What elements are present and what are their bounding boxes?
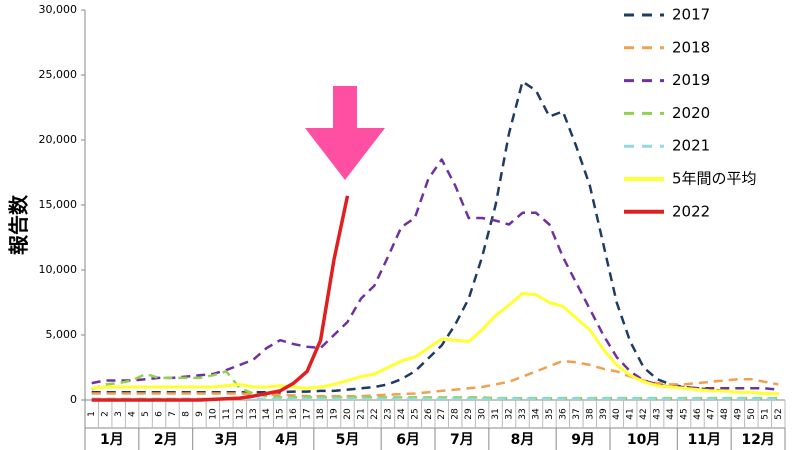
y-tick-label: 15,000 — [39, 198, 78, 211]
month-label: 12月 — [741, 432, 774, 448]
x-tick-label: 5 — [141, 411, 151, 417]
x-tick-label: 44 — [666, 408, 676, 420]
legend-label: 2018 — [672, 38, 710, 56]
legend-bg — [612, 2, 772, 228]
x-tick-label: 21 — [356, 408, 366, 419]
x-tick-label: 45 — [680, 408, 690, 419]
x-tick-label: 12 — [235, 408, 245, 419]
y-tick-label: 25,000 — [39, 68, 78, 81]
x-tick-label: 40 — [612, 408, 622, 420]
x-tick-label: 35 — [545, 408, 555, 419]
x-tick-label: 25 — [410, 408, 420, 419]
y-tick-label: 30,000 — [39, 3, 78, 16]
x-tick-label: 18 — [316, 408, 326, 420]
legend: 2017 2018 2019 2020 2021 5年間の平均 2022 — [612, 2, 772, 228]
x-tick-label: 3 — [114, 411, 124, 417]
month-label: 1月 — [100, 432, 124, 448]
x-tick-label: 6 — [155, 411, 165, 417]
x-tick-label: 43 — [653, 408, 663, 419]
x-tick-label: 9 — [195, 411, 205, 417]
month-label: 10月 — [627, 432, 660, 448]
arrow — [305, 86, 385, 180]
legend-label: 2019 — [672, 71, 710, 89]
y-axis-label: 報告数 — [7, 194, 31, 255]
x-tick-label: 50 — [747, 408, 757, 420]
x-tick-label: 8 — [181, 411, 191, 417]
month-label: 5月 — [336, 432, 360, 448]
x-tick-label: 15 — [276, 408, 286, 419]
month-label: 2月 — [154, 432, 178, 448]
x-tick-label: 19 — [330, 408, 340, 420]
legend-label: 5年間の平均 — [672, 170, 757, 188]
x-tick-label: 16 — [289, 408, 299, 420]
month-label: 7月 — [450, 432, 474, 448]
x-tick-label: 32 — [505, 408, 515, 419]
x-tick-label: 17 — [303, 408, 313, 419]
x-tick-label: 38 — [585, 408, 595, 420]
x-tick-label: 13 — [249, 408, 259, 419]
month-label: 3月 — [214, 432, 238, 448]
x-tick-label: 48 — [720, 408, 730, 420]
y-tick-label: 0 — [70, 393, 77, 406]
x-tick-label: 14 — [262, 408, 272, 420]
x-tick-label: 23 — [383, 408, 393, 419]
x-tick-label: 10 — [208, 408, 218, 420]
x-tick-label: 29 — [464, 408, 474, 420]
x-tick-label: 33 — [518, 408, 528, 419]
month-label: 9月 — [571, 432, 595, 448]
series-line — [91, 195, 350, 402]
x-tick-label: 22 — [370, 408, 380, 419]
month-label: 8月 — [511, 432, 535, 448]
series-line — [91, 291, 779, 395]
legend-label: 2020 — [672, 104, 710, 122]
month-label: 4月 — [275, 432, 299, 448]
legend-label: 2021 — [672, 137, 710, 155]
y-tick-label: 10,000 — [39, 263, 78, 276]
month-label: 6月 — [396, 432, 420, 448]
x-tick-label: 1 — [87, 411, 97, 417]
x-tick-label: 41 — [626, 408, 636, 419]
legend-label: 2017 — [672, 6, 710, 24]
x-tick-label: 39 — [599, 408, 609, 420]
x-tick-label: 51 — [760, 408, 770, 419]
month-label: 11月 — [687, 432, 720, 448]
y-tick-label: 20,000 — [39, 133, 78, 146]
x-tick-label: 20 — [343, 408, 353, 420]
x-tick-label: 37 — [572, 408, 582, 419]
x-tick-label: 2 — [101, 411, 111, 417]
x-tick-label: 28 — [451, 408, 461, 420]
x-tick-label: 7 — [168, 411, 178, 417]
x-tick-label: 4 — [128, 411, 138, 417]
x-tick-label: 34 — [531, 408, 541, 420]
x-tick-label: 11 — [222, 408, 232, 419]
x-tick-label: 36 — [558, 408, 568, 420]
x-tick-label: 30 — [478, 408, 488, 420]
x-tick-label: 42 — [639, 408, 649, 419]
x-tick-label: 49 — [733, 408, 743, 420]
x-tick-label: 47 — [706, 408, 716, 419]
x-tick-label: 27 — [437, 408, 447, 419]
x-tick-label: 26 — [424, 408, 434, 420]
x-tick-label: 24 — [397, 408, 407, 420]
x-tick-label: 46 — [693, 408, 703, 420]
x-tick-label: 31 — [491, 408, 501, 419]
series-line — [91, 80, 779, 395]
x-tick-label: 52 — [774, 408, 784, 419]
y-tick-label: 5,000 — [46, 328, 78, 341]
legend-label: 2022 — [672, 202, 710, 220]
